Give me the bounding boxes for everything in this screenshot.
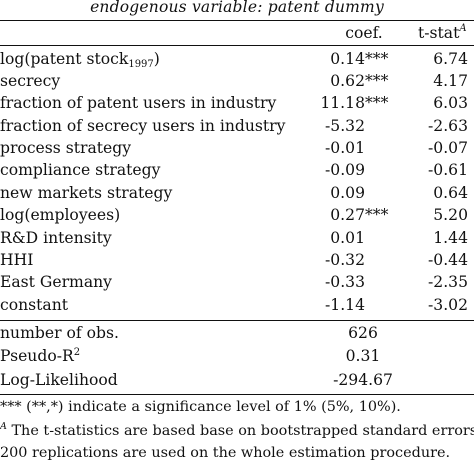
table-row: fraction of secrecy users in industry -5…	[0, 115, 474, 137]
coef-value: -5.32	[325, 117, 365, 135]
table-row: compliance strategy -0.09 -0.61	[0, 159, 474, 181]
row-label: log(patent stock1997)	[0, 48, 160, 70]
stat-label-superscript: 2	[73, 347, 81, 358]
coef-value: 0.01	[330, 229, 365, 247]
replications-note: 200 replications are used on the whole e…	[0, 445, 451, 461]
table-row: new markets strategy 0.09 0.64	[0, 182, 474, 204]
table-row: log(employees) 0.27 *** 5.20	[0, 204, 474, 226]
tstat-column-header-text: t-stat	[418, 24, 460, 42]
table-row: secrecy 0.62 *** 4.17	[0, 70, 474, 92]
table-header-row: coef. t-statA	[0, 22, 474, 44]
tstat-note: A The t-statistics are based base on boo…	[0, 421, 474, 441]
tstat-footnote-mark: A	[459, 23, 467, 34]
tstat-value: -3.02	[428, 296, 468, 314]
row-label-tail: )	[153, 50, 160, 68]
coef-value: 0.14	[330, 50, 365, 68]
coef-value: -0.01	[325, 139, 365, 157]
table-row: fraction of patent users in industry 11.…	[0, 92, 474, 114]
tstat-value: 4.17	[433, 72, 468, 90]
table-row: HHI -0.32 -0.44	[0, 249, 474, 271]
tstat-note-mark: A	[0, 421, 7, 432]
coef-value: 0.27	[330, 206, 365, 224]
table-row: East Germany -0.33 -2.35	[0, 271, 474, 293]
bottom-rule	[0, 394, 474, 395]
tstat-value: 0.64	[433, 184, 468, 202]
row-label: East Germany	[0, 273, 112, 291]
stats-row: Pseudo-R2 0.31	[0, 345, 474, 367]
coef-value: -1.14	[325, 296, 365, 314]
stats-rule	[0, 320, 474, 321]
stats-row: Log-Likelihood -294.67	[0, 369, 474, 391]
row-label: log(employees)	[0, 206, 121, 224]
row-label: R&D intensity	[0, 229, 112, 247]
row-label: fraction of secrecy users in industry	[0, 117, 286, 135]
row-label: fraction of patent users in industry	[0, 94, 277, 112]
coef-value: 0.62	[330, 72, 365, 90]
coef-value: 0.09	[330, 184, 365, 202]
significance-note: *** (**,*) indicate a significance level…	[0, 399, 401, 415]
significance-stars: ***	[365, 94, 389, 112]
tstat-value: -2.63	[428, 117, 468, 135]
table-row: log(patent stock1997) 0.14 *** 6.74	[0, 48, 474, 70]
stat-value: 0.31	[345, 347, 381, 365]
row-label: compliance strategy	[0, 161, 161, 179]
stat-value: 626	[348, 324, 378, 342]
tstat-note-text: The t-statistics are based base on boots…	[6, 423, 474, 439]
tstat-value: -0.61	[428, 161, 468, 179]
stats-row: number of obs. 626	[0, 322, 474, 344]
row-label-subscript: 1997	[128, 59, 154, 70]
top-rule	[0, 20, 474, 21]
tstat-value: -2.35	[428, 273, 468, 291]
table-row: constant -1.14 -3.02	[0, 294, 474, 316]
tstat-value: 5.20	[433, 206, 468, 224]
stat-label: Pseudo-R2	[0, 345, 80, 367]
row-label: process strategy	[0, 139, 132, 157]
coef-value: -0.09	[325, 161, 365, 179]
stat-value: -294.67	[333, 371, 393, 389]
row-label: secrecy	[0, 72, 61, 90]
row-label: constant	[0, 296, 69, 314]
stat-label: number of obs.	[0, 324, 119, 342]
tstat-value: 6.03	[433, 94, 468, 112]
tstat-column-header: t-statA	[418, 22, 467, 44]
significance-stars: ***	[365, 50, 389, 68]
header-rule	[0, 45, 474, 46]
table-row: process strategy -0.01 -0.07	[0, 137, 474, 159]
stat-label-text: Pseudo-R	[0, 347, 74, 365]
table-caption: endogenous variable: patent dummy	[90, 0, 384, 16]
row-label: HHI	[0, 251, 34, 269]
coef-value: 11.18	[320, 94, 365, 112]
tstat-value: -0.44	[428, 251, 468, 269]
significance-stars: ***	[365, 206, 389, 224]
row-label-text: log(patent stock	[0, 50, 129, 68]
coef-value: -0.32	[325, 251, 365, 269]
coef-value: -0.33	[325, 273, 365, 291]
table-row: R&D intensity 0.01 1.44	[0, 227, 474, 249]
tstat-value: 1.44	[433, 229, 468, 247]
tstat-value: 6.74	[433, 50, 468, 68]
coef-column-header: coef.	[345, 24, 383, 42]
tstat-value: -0.07	[428, 139, 468, 157]
significance-stars: ***	[365, 72, 389, 90]
row-label: new markets strategy	[0, 184, 173, 202]
stat-label: Log-Likelihood	[0, 371, 118, 389]
